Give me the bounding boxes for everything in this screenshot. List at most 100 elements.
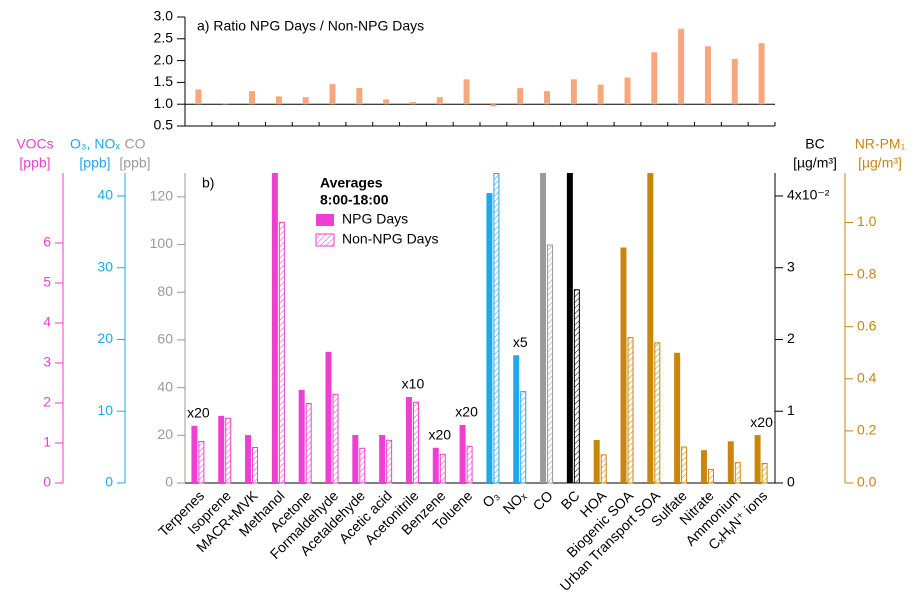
axis-label: BC [805, 136, 824, 152]
y-tick-label: 3.0 [154, 8, 174, 24]
hatched-bar [278, 221, 285, 484]
legend-subtitle: 8:00-18:00 [320, 192, 389, 208]
axis-label: VOCs [16, 136, 53, 152]
bar [620, 247, 627, 483]
bar [700, 450, 707, 483]
ratio-bar [517, 88, 524, 105]
axis-unit: [ppb] [119, 155, 150, 171]
bar [754, 435, 761, 483]
hatched-bar [252, 447, 259, 484]
bar [459, 425, 466, 483]
legend-label: NPG Days [342, 211, 408, 227]
y-tick-label: 2 [43, 394, 51, 410]
axis-unit: [ppb] [19, 155, 50, 171]
hatched-bar [547, 244, 554, 484]
y-tick-label: 40 [157, 378, 173, 394]
ratio-bar [436, 97, 443, 105]
y-tick-label: 0.0 [857, 474, 877, 490]
ratio-bar [544, 91, 551, 105]
hatched-bar [493, 173, 500, 484]
y-tick-label: 2 [787, 330, 795, 346]
y-tick-label: 2.5 [154, 30, 174, 46]
ratio-bar [490, 104, 497, 107]
y-tick-label: 0.6 [857, 317, 877, 333]
ratio-bar [597, 84, 604, 105]
hatched-bar [520, 391, 527, 484]
ratio-bar [222, 103, 229, 105]
y-tick-label: 0 [165, 474, 173, 490]
ratio-bar [329, 84, 336, 105]
axis-unit: [µg/m³] [793, 155, 837, 171]
ratio-bar [275, 96, 282, 105]
y-tick-label: 0.5 [154, 117, 174, 133]
hatched-bar [600, 454, 607, 484]
y-tick-label: 4x10⁻² [787, 187, 830, 203]
y-tick-label: 3 [43, 354, 51, 370]
y-tick-label: 120 [150, 188, 174, 204]
bar [191, 425, 198, 483]
legend-title: Averages [320, 175, 383, 191]
y-tick-label: 0.2 [857, 422, 877, 438]
axis-label: O₃, NOₓ [70, 136, 120, 152]
hatched-bar [573, 289, 580, 484]
y-tick-label: 10 [97, 402, 113, 418]
y-tick-label: 0.8 [857, 265, 877, 281]
ratio-bar [302, 97, 309, 105]
annotation: x20 [750, 414, 773, 430]
ratio-bar [249, 91, 256, 105]
bar [513, 355, 520, 483]
hatched-bar [412, 401, 419, 484]
hatched-bar [654, 342, 661, 484]
y-tick-label: 1.0 [154, 95, 174, 111]
hatched-bar [734, 462, 741, 484]
axis-label: NR-PM₁ [855, 136, 906, 152]
hatched-bar [359, 447, 366, 484]
y-tick-label: 4 [43, 314, 51, 330]
bar [405, 397, 412, 483]
y-tick-label: 30 [97, 258, 113, 274]
hatched-bar [386, 439, 393, 484]
y-tick-label: 6 [43, 234, 51, 250]
y-tick-label: 1.5 [154, 73, 174, 89]
bar [593, 440, 600, 483]
annotation: x20 [455, 404, 478, 420]
bar [352, 435, 359, 483]
bar [432, 447, 439, 483]
hatched-bar [627, 337, 634, 484]
hatched-bar [225, 417, 232, 484]
hatched-bar [439, 453, 446, 484]
bar [674, 352, 681, 483]
ratio-bar [570, 79, 577, 105]
y-tick-label: 0 [787, 474, 795, 490]
legend-swatch [316, 214, 334, 226]
hatched-bar [466, 445, 473, 484]
hatched-bar [761, 462, 768, 484]
hatched-bar [681, 446, 688, 484]
ratio-bar [704, 46, 711, 105]
y-tick-label: 100 [150, 235, 174, 251]
bar [379, 435, 386, 483]
ratio-bar [383, 99, 390, 105]
ratio-bar [651, 52, 658, 105]
y-tick-label: 1 [43, 434, 51, 450]
ratio-bar [678, 28, 685, 105]
y-tick-label: 20 [97, 330, 113, 346]
y-tick-label: 0 [43, 474, 51, 490]
y-tick-label: 1.0 [857, 213, 877, 229]
ratio-bar [624, 77, 631, 105]
bar [218, 415, 225, 483]
y-tick-label: 60 [157, 331, 173, 347]
y-tick-label: 5 [43, 274, 51, 290]
bar [325, 351, 332, 483]
y-tick-label: 1 [787, 402, 795, 418]
hatched-bar [332, 393, 339, 484]
x-tick-label: NOₓ [500, 487, 530, 517]
x-tick-label: O₃ [479, 487, 502, 510]
bar [647, 173, 654, 483]
y-tick-label: 80 [157, 283, 173, 299]
y-tick-label: 0 [105, 474, 113, 490]
bar [540, 173, 547, 483]
ratio-bar [463, 79, 470, 105]
y-tick-label: 20 [157, 426, 173, 442]
